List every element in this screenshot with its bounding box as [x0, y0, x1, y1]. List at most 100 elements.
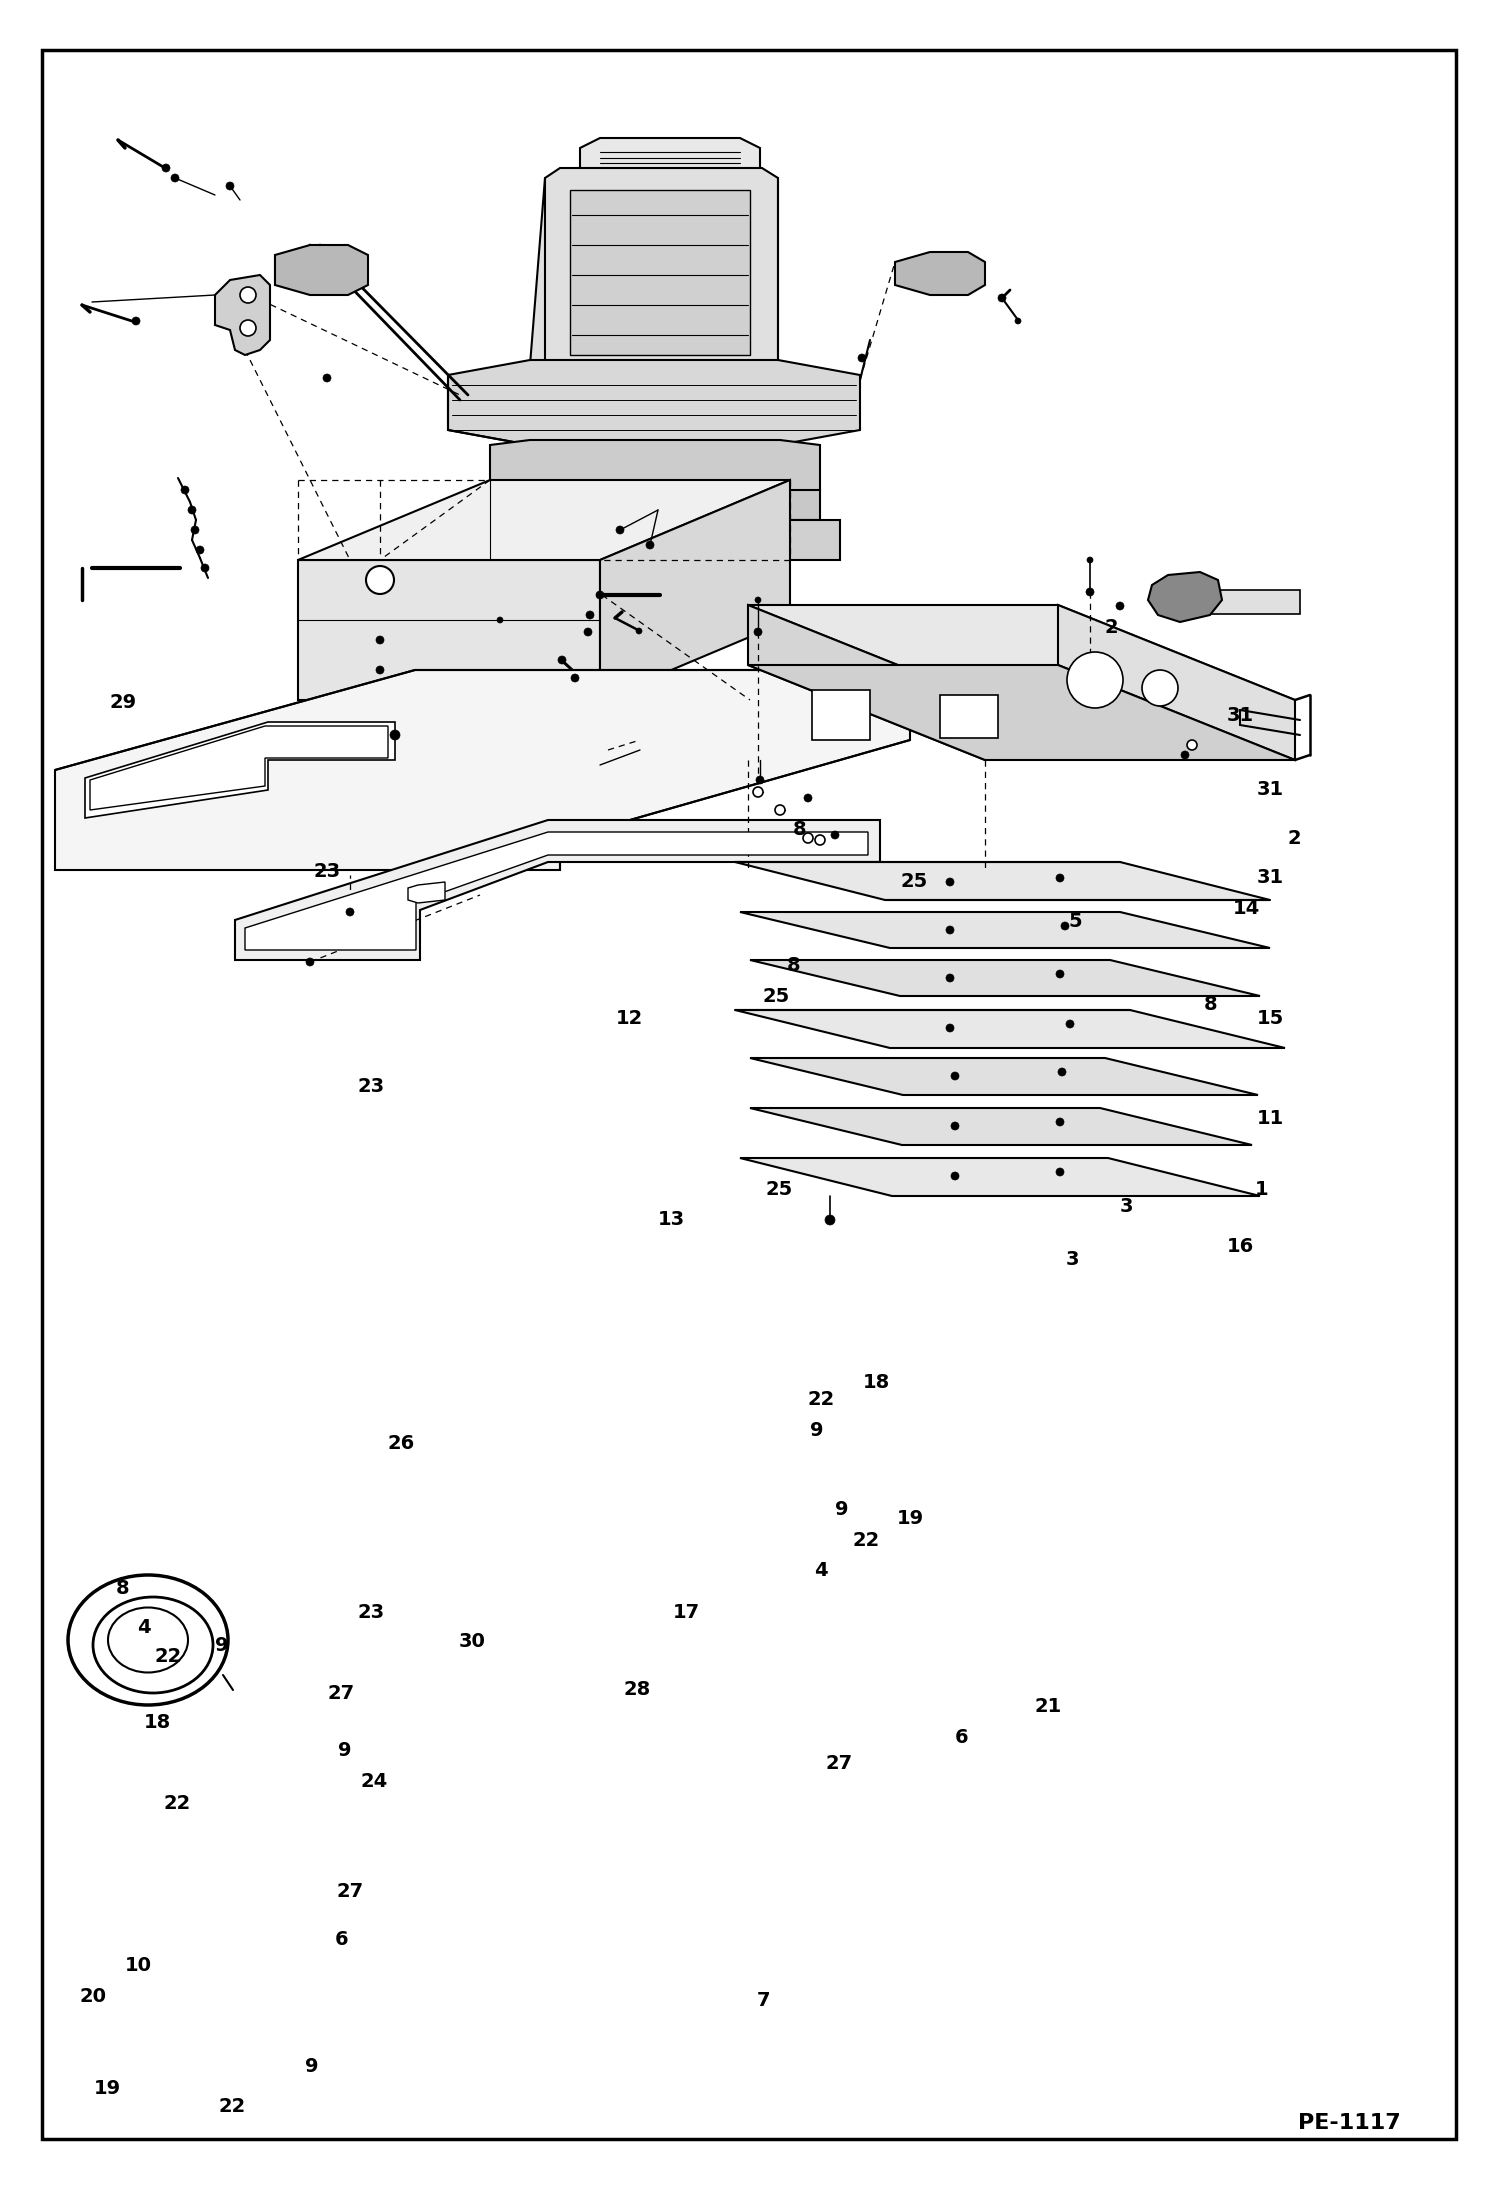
Circle shape [196, 546, 204, 555]
Circle shape [557, 656, 566, 665]
Polygon shape [740, 913, 1270, 948]
Text: 31: 31 [1227, 706, 1254, 724]
Text: 22: 22 [154, 1648, 181, 1665]
Circle shape [825, 1215, 834, 1224]
Circle shape [1056, 1119, 1064, 1126]
Text: 19: 19 [94, 2080, 121, 2097]
Circle shape [803, 834, 813, 842]
Circle shape [201, 564, 210, 573]
Circle shape [192, 527, 199, 533]
Text: 28: 28 [623, 1681, 650, 1698]
Text: 9: 9 [834, 1501, 849, 1518]
Circle shape [998, 294, 1007, 303]
Circle shape [1141, 669, 1177, 706]
Circle shape [586, 610, 595, 619]
Circle shape [1061, 921, 1070, 930]
Text: 2: 2 [1104, 619, 1119, 636]
Circle shape [162, 165, 169, 171]
Text: 9: 9 [214, 1637, 229, 1654]
Circle shape [181, 487, 189, 494]
Text: 9: 9 [304, 2058, 319, 2076]
Text: 23: 23 [313, 862, 340, 880]
Polygon shape [748, 665, 1294, 759]
Polygon shape [298, 559, 601, 700]
Circle shape [951, 1172, 959, 1180]
Text: 17: 17 [673, 1604, 700, 1621]
Circle shape [951, 1121, 959, 1130]
Polygon shape [235, 821, 879, 961]
Polygon shape [941, 695, 998, 737]
Circle shape [240, 320, 256, 336]
Text: 11: 11 [1257, 1110, 1284, 1128]
Circle shape [1086, 588, 1094, 597]
Text: 20: 20 [79, 1988, 106, 2005]
Circle shape [1056, 873, 1064, 882]
Circle shape [497, 617, 503, 623]
Polygon shape [276, 246, 369, 294]
Ellipse shape [93, 1597, 213, 1694]
Text: 7: 7 [756, 1992, 771, 2010]
Circle shape [240, 287, 256, 303]
Text: 9: 9 [337, 1742, 352, 1760]
Polygon shape [479, 489, 819, 520]
Polygon shape [740, 1158, 1260, 1196]
Circle shape [616, 527, 625, 533]
Circle shape [1088, 557, 1094, 564]
Circle shape [753, 627, 762, 636]
Text: 23: 23 [358, 1077, 385, 1095]
Text: 19: 19 [897, 1509, 924, 1527]
Circle shape [584, 627, 592, 636]
Circle shape [1016, 318, 1022, 325]
Circle shape [755, 597, 761, 603]
Text: 3: 3 [1119, 1198, 1134, 1215]
Text: 8: 8 [115, 1580, 130, 1597]
Circle shape [1058, 1068, 1067, 1075]
Circle shape [858, 353, 866, 362]
Text: 12: 12 [616, 1009, 643, 1027]
Circle shape [951, 1073, 959, 1079]
Text: 1: 1 [1254, 1180, 1269, 1198]
Text: 6: 6 [954, 1729, 969, 1746]
Polygon shape [748, 606, 1294, 700]
Text: 6: 6 [334, 1931, 349, 1948]
Text: 9: 9 [809, 1422, 824, 1439]
Ellipse shape [108, 1608, 189, 1672]
Polygon shape [85, 722, 395, 818]
Circle shape [306, 959, 315, 965]
Text: 27: 27 [825, 1755, 852, 1773]
Text: 25: 25 [765, 1180, 792, 1198]
Circle shape [947, 974, 954, 983]
Polygon shape [55, 669, 909, 871]
Text: 13: 13 [658, 1211, 685, 1229]
Polygon shape [571, 191, 750, 355]
Text: 31: 31 [1257, 781, 1284, 799]
Text: 29: 29 [109, 693, 136, 711]
Circle shape [815, 836, 825, 845]
Circle shape [774, 805, 785, 814]
Text: 8: 8 [792, 821, 807, 838]
Text: 5: 5 [1068, 913, 1083, 930]
Circle shape [1067, 1020, 1074, 1029]
Circle shape [756, 777, 764, 783]
Text: 24: 24 [361, 1773, 388, 1790]
Text: 8: 8 [786, 957, 801, 974]
Circle shape [132, 316, 139, 325]
Text: 27: 27 [337, 1882, 364, 1900]
Polygon shape [460, 520, 840, 559]
Polygon shape [530, 169, 777, 375]
Text: 31: 31 [1257, 869, 1284, 886]
Circle shape [1056, 1167, 1064, 1176]
Polygon shape [490, 441, 819, 496]
Text: 26: 26 [388, 1435, 415, 1452]
Circle shape [637, 627, 643, 634]
Text: 25: 25 [900, 873, 927, 891]
Circle shape [646, 542, 655, 548]
Circle shape [376, 636, 383, 645]
Polygon shape [1058, 606, 1294, 759]
Circle shape [389, 731, 400, 739]
Circle shape [189, 507, 196, 513]
Polygon shape [246, 832, 867, 950]
Polygon shape [894, 252, 986, 294]
Text: 4: 4 [136, 1619, 151, 1637]
Text: 14: 14 [1233, 900, 1260, 917]
